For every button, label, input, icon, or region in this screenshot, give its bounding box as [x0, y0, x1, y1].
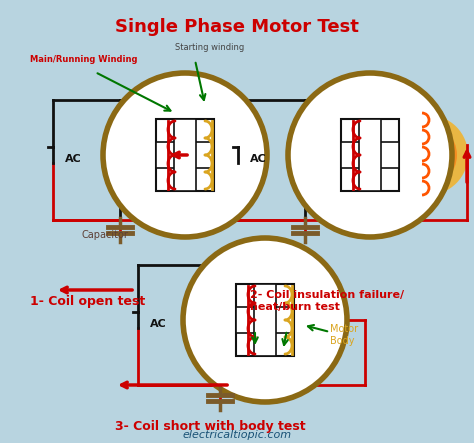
Bar [156, 142, 214, 167]
Text: Starting winding: Starting winding [175, 43, 244, 52]
Text: electricaltiopic.com: electricaltiopic.com [182, 430, 292, 440]
Text: 3- Coil short with body test: 3- Coil short with body test [115, 420, 306, 433]
Text: AC: AC [250, 154, 267, 164]
Circle shape [393, 123, 457, 187]
Text: 1- Coil open test: 1- Coil open test [30, 295, 145, 308]
Bar [254, 284, 276, 356]
Circle shape [288, 73, 452, 237]
Bar [236, 284, 294, 356]
Bar [341, 119, 399, 191]
Bar [341, 142, 399, 167]
Bar [156, 119, 214, 191]
Circle shape [103, 73, 267, 237]
Bar [236, 307, 294, 333]
Circle shape [183, 238, 347, 402]
Text: AC: AC [65, 154, 82, 164]
Text: AC: AC [150, 319, 167, 329]
Text: Main/Running Winding: Main/Running Winding [30, 55, 137, 64]
Bar [174, 119, 196, 191]
Text: Motor
Body: Motor Body [330, 324, 358, 346]
Text: 2- Coil insulation failure/
heat/burn test: 2- Coil insulation failure/ heat/burn te… [250, 291, 404, 312]
Text: Single Phase Motor Test: Single Phase Motor Test [115, 18, 359, 36]
Circle shape [388, 115, 468, 195]
Text: Capacitor: Capacitor [82, 230, 129, 240]
Bar [359, 119, 381, 191]
